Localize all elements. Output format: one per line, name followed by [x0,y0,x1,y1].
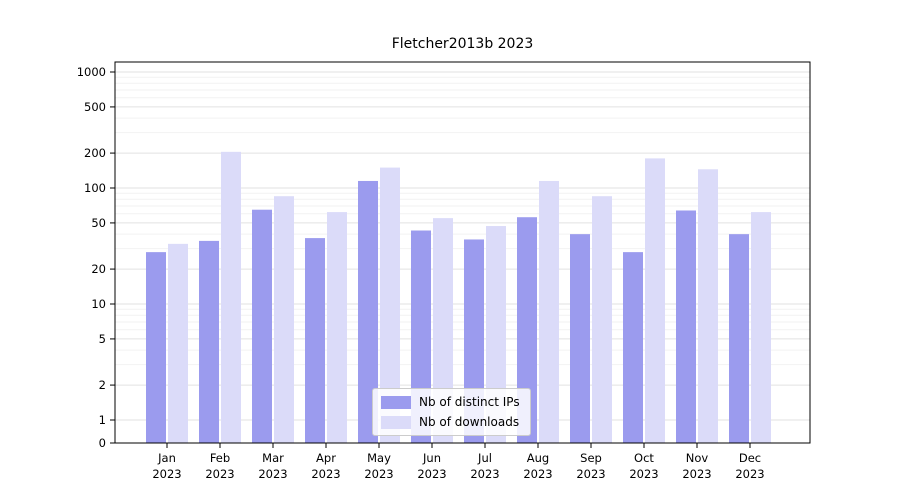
y-tick-label: 10 [91,297,106,311]
bar-distinct-ips-Jan [146,252,166,443]
legend-item-downloads: Nb of downloads [381,415,520,429]
legend-swatch-distinct-ips [381,395,411,409]
x-tick-label-year: 2023 [576,467,605,481]
x-tick-label-year: 2023 [258,467,287,481]
bar-distinct-ips-Feb [199,240,219,443]
chart-legend: Nb of distinct IPs Nb of downloads [372,388,531,436]
bar-downloads-May [380,167,400,443]
y-tick-label: 0 [99,436,106,450]
y-tick-label: 100 [84,181,106,195]
bar-downloads-Oct [645,158,665,444]
bar-distinct-ips-Aug [517,217,537,443]
x-tick-label-year: 2023 [417,467,446,481]
bar-downloads-Jun [433,218,453,443]
bar-distinct-ips-Mar [252,209,272,443]
legend-swatch-downloads [381,415,411,429]
y-tick-label: 1000 [77,65,106,79]
legend-item-distinct-ips: Nb of distinct IPs [381,395,520,409]
x-tick-label-year: 2023 [152,467,181,481]
y-tick-label: 500 [84,100,106,114]
x-tick-label-year: 2023 [311,467,340,481]
x-tick-label-year: 2023 [364,467,393,481]
bar-downloads-Nov [698,169,718,443]
x-tick-label-month: Jan [157,451,176,465]
x-tick-label-month: Nov [686,451,709,465]
x-tick-label-month: Jul [477,451,492,465]
x-tick-label-month: Feb [210,451,230,465]
y-tick-label: 1 [99,413,106,427]
y-tick-label: 50 [91,216,106,230]
bar-distinct-ips-Oct [623,252,643,443]
x-tick-label-year: 2023 [682,467,711,481]
y-tick-label: 5 [99,332,106,346]
x-tick-label-year: 2023 [735,467,764,481]
bar-downloads-Feb [221,151,241,443]
legend-label-downloads: Nb of downloads [419,415,520,429]
x-tick-label-month: Oct [634,451,654,465]
bar-downloads-Mar [274,196,294,443]
x-tick-label-month: Mar [262,451,284,465]
y-tick-label: 20 [91,262,106,276]
plot-border [114,61,811,444]
bar-downloads-Dec [751,212,771,443]
x-tick-label-year: 2023 [470,467,499,481]
x-tick-label-month: Aug [527,451,549,465]
bar-downloads-Apr [327,212,347,443]
y-tick-label: 2 [99,378,106,392]
bar-downloads-Aug [539,180,559,443]
x-tick-label-month: Sep [580,451,602,465]
bar-distinct-ips-Nov [676,210,696,443]
x-tick-label-month: Dec [739,451,761,465]
bar-distinct-ips-Dec [729,234,749,443]
x-tick-label-year: 2023 [523,467,552,481]
y-tick-label: 200 [84,146,106,160]
bar-downloads-Sep [592,196,612,443]
bar-downloads-Jan [168,243,188,443]
bar-distinct-ips-Apr [305,238,325,443]
chart-title: Fletcher2013b 2023 [391,36,534,52]
x-tick-label-month: May [367,451,391,465]
x-tick-label-year: 2023 [205,467,234,481]
legend-label-distinct-ips: Nb of distinct IPs [419,395,520,409]
bar-distinct-ips-Sep [570,234,590,443]
x-tick-label-month: Apr [316,451,336,465]
x-tick-label-year: 2023 [629,467,658,481]
bar-distinct-ips-May [358,180,378,443]
x-tick-label-month: Jun [422,451,441,465]
